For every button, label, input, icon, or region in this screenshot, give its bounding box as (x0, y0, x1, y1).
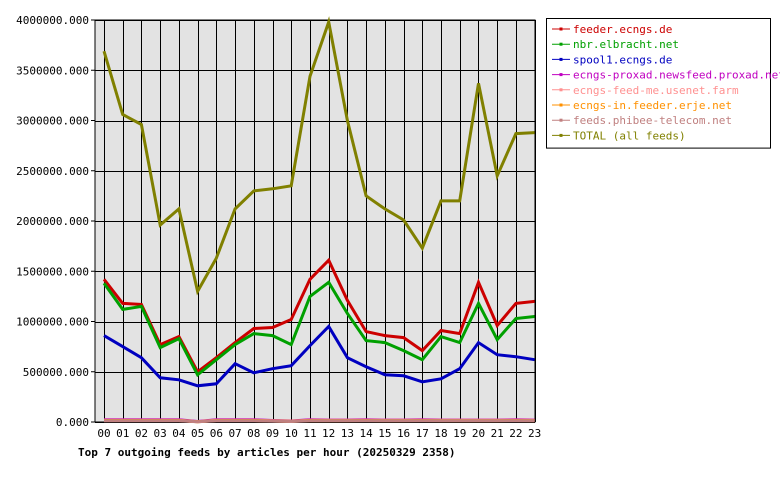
series-line-2 (103, 324, 535, 388)
legend-label-5: ecngs-in.feeder.erje.net (573, 99, 732, 112)
x-axis: 00 01 02 03 04 05 06 07 08 09 10 11 12 13 14 15 16 17 18 19… (97, 427, 541, 440)
legend-swatch-marker-0 (559, 27, 563, 31)
x-tick-label-14: 14 (360, 427, 374, 440)
y-tick-label-3: 1500000.000 (16, 265, 89, 278)
series-line-0 (102, 257, 535, 375)
y-axis: 0.000 500000.000 1000000.000 1500000.000 200… (16, 14, 95, 429)
x-tick-label-16: 16 (397, 427, 410, 440)
legend-label-0: feeder.ecngs.de (573, 23, 672, 36)
x-tick-label-17: 17 (416, 427, 429, 440)
x-tick-label-02: 02 (135, 427, 148, 440)
legend-label-3: ecngs-proxad.newsfeed.proxad.net (573, 69, 780, 82)
y-tick-label-6: 3000000.000 (16, 115, 89, 128)
y-tick-label-2: 1000000.000 (16, 316, 89, 329)
x-tick-label-07: 07 (228, 427, 241, 440)
x-tick-label-03: 03 (154, 427, 167, 440)
x-tick-label-22: 22 (509, 427, 522, 440)
y-tick-label-7: 3500000.000 (16, 64, 89, 77)
legend-swatch-marker-2 (559, 57, 563, 61)
x-tick-label-20: 20 (472, 427, 485, 440)
legend-swatch-marker-6 (559, 118, 563, 122)
series-line-7 (102, 16, 535, 296)
x-tick-label-09: 09 (266, 427, 279, 440)
x-tick-label-23: 23 (528, 427, 541, 440)
x-tick-label-18: 18 (434, 427, 447, 440)
series-lines (102, 16, 535, 424)
grid (95, 20, 536, 423)
legend-swatch-marker-1 (559, 42, 563, 46)
legend: feeder.ecngs.de nbr.elbracht.net spool1.ec… (546, 18, 780, 149)
x-tick-label-04: 04 (172, 427, 186, 440)
legend-label-7: TOTAL (all feeds) (573, 129, 686, 142)
x-tick-label-01: 01 (116, 427, 129, 440)
x-tick-label-13: 13 (341, 427, 354, 440)
x-tick-label-21: 21 (491, 427, 504, 440)
series-line-6 (104, 419, 535, 424)
y-tick-label-1: 500000.000 (23, 366, 89, 379)
x-tick-label-19: 19 (453, 427, 466, 440)
legend-label-4: ecngs-feed-me.usenet.farm (573, 84, 739, 97)
legend-label-6: feeds.phibee-telecom.net (573, 114, 732, 127)
y-tick-label-4: 2000000.000 (16, 215, 89, 228)
y-tick-label-8: 4000000.000 (16, 14, 89, 27)
legend-label-1: nbr.elbracht.net (573, 38, 679, 51)
legend-box (546, 18, 771, 149)
series-line-1 (102, 280, 535, 378)
y-tick-label-5: 2500000.000 (16, 165, 89, 178)
x-tick-label-10: 10 (285, 427, 298, 440)
x-tick-label-08: 08 (247, 427, 260, 440)
x-tick-label-05: 05 (191, 427, 204, 440)
legend-label-2: spool1.ecngs.de (573, 53, 672, 66)
chart-title: Top 7 outgoing feeds by articles per hou… (78, 446, 456, 459)
legend-swatch-marker-3 (559, 73, 563, 77)
y-tick-label-0: 0.000 (56, 416, 89, 429)
x-tick-label-06: 06 (210, 427, 223, 440)
legend-swatch-marker-5 (559, 103, 563, 107)
x-tick-label-15: 15 (378, 427, 391, 440)
x-tick-label-00: 00 (97, 427, 110, 440)
legend-swatch-marker-4 (559, 88, 563, 92)
legend-swatch-marker-7 (559, 133, 563, 137)
x-tick-label-11: 11 (303, 427, 316, 440)
x-tick-label-12: 12 (322, 427, 335, 440)
